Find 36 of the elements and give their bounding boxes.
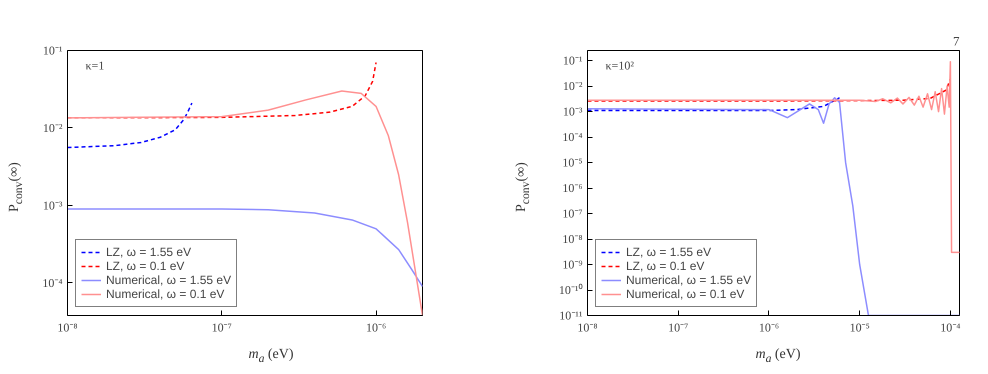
- x-axis-title: m$_{a}$ (eV): [248, 346, 294, 367]
- legend-label: LZ, ω = 1.55 eV: [106, 245, 192, 259]
- text: 7: [953, 34, 960, 48]
- legend-label: LZ, ω = 0.1 eV: [106, 259, 184, 273]
- y-tick-label: 10⁻⁴: [562, 130, 583, 144]
- x-tick-label: 10⁻⁶: [758, 320, 780, 334]
- y-tick-label: 10⁻¹: [42, 44, 63, 58]
- x-tick-label: 10⁻⁸: [577, 320, 598, 334]
- x-tick-label: 10⁻⁶: [366, 320, 386, 334]
- y-tick-label: 10⁻¹: [562, 54, 583, 68]
- legend-label: LZ, ω = 1.55 eV: [626, 245, 712, 259]
- y-tick-label: 10⁻⁵: [562, 156, 583, 170]
- legend-label: Numerical, ω = 1.55 eV: [106, 273, 232, 287]
- y-tick-label: 10⁻²: [562, 79, 583, 94]
- x-axis-title: m$_{a}$ (eV): [755, 346, 801, 367]
- annotation: κ=10²: [606, 58, 634, 72]
- y-tick-label: 10⁻³: [562, 104, 583, 119]
- x-tick-label: 10⁻⁸: [57, 320, 78, 334]
- y-tick-label: 10⁻¹⁰: [558, 283, 583, 298]
- y-tick-label: 10⁻⁸: [562, 232, 583, 246]
- legend-label: Numerical, ω = 0.1 eV: [106, 287, 224, 301]
- x-tick-label: 10⁻⁵: [850, 320, 870, 334]
- x-tick-label: 10⁻⁷: [668, 320, 688, 334]
- y-tick-label: 10⁻⁷: [562, 206, 583, 221]
- legend-label: Numerical, ω = 0.1 eV: [626, 287, 744, 301]
- x-tick-label: 10⁻⁷: [212, 320, 232, 334]
- y-tick-label: 10⁻⁴: [42, 276, 63, 290]
- legend-label: Numerical, ω = 1.55 eV: [626, 273, 752, 287]
- y-tick-label: 10⁻⁶: [562, 181, 583, 196]
- y-tick-label: 10⁻⁹: [562, 258, 583, 272]
- y-tick-label: 10⁻²: [42, 120, 63, 135]
- y-tick-label: 10⁻¹¹: [559, 308, 583, 322]
- annotation: κ=1: [86, 58, 104, 72]
- legend-label: LZ, ω = 0.1 eV: [626, 259, 704, 273]
- y-tick-label: 10⁻³: [42, 198, 63, 212]
- x-tick-label: 10⁻⁴: [940, 320, 960, 334]
